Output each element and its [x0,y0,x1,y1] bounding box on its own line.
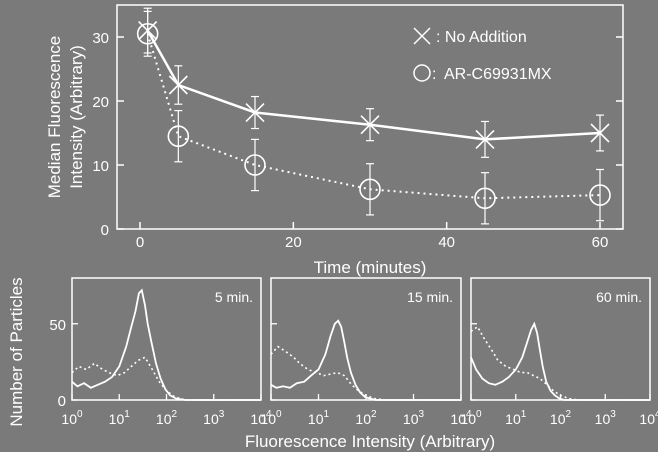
histogram-x-tick-label: 102 [156,409,178,427]
solid-histogram-line [470,321,650,401]
histogram-x-tick-label: 104 [639,409,658,427]
no-addition-point [590,123,610,143]
x-tick-label: 60 [592,234,609,251]
histogram-x-tick-label: 104 [250,409,272,427]
legend-ar-c69931mx-label: AR-C69931MX [444,66,552,83]
histogram-x-axis-label: Fluorescence Intensity (Arbitrary) [245,432,495,451]
no-addition-point [245,102,265,123]
histogram-y-tick-label: 0 [58,393,66,410]
histogram-x-tick-label: 101 [308,409,330,427]
x-tick-label: 0 [136,234,144,251]
y-tick-label: 30 [92,30,109,47]
no-addition-point [360,115,380,135]
histogram-x-tick-label: 102 [355,409,377,427]
histogram-x-tick-label: 100 [460,409,482,427]
histogram-panel-label: 5 min. [215,289,253,305]
histogram-x-tick-label: 102 [550,409,572,427]
no-addition-line [146,29,601,141]
y-tick-label: 10 [92,158,109,175]
histogram-x-tick-label: 103 [595,409,617,427]
time-course-y-axis-label-line2: Intensity (Arbitrary) [67,45,86,189]
ar-c69931mx-point [589,184,611,206]
histogram-panel-label: 60 min. [596,289,642,305]
solid-histogram-line [270,319,461,401]
dotted-histogram-line [270,345,461,401]
time-course-x-axis-label: Time (minutes) [314,258,427,277]
histogram-x-tick-label: 101 [505,409,527,427]
time-course-legend: : No Addition : AR-C69931MX [413,27,552,83]
histogram-x-tick-label: 103 [403,409,425,427]
histogram-x-tick-label: 100 [260,409,282,427]
dotted-histogram-line [470,325,650,401]
no-addition-point [168,75,188,95]
histogram-x-tick-label: 104 [450,409,472,427]
ar-c69931mx-point [244,154,266,176]
time-course-y-axis-label-line1: Median Fluorescence [45,36,64,199]
histogram-panel: 100 101 102 103 104 5 min. [61,277,272,427]
time-course-chart: Median Fluorescence Intensity (Arbitrary… [45,4,624,277]
time-course-plot-frame [116,4,624,230]
histogram-x-tick-label: 103 [203,409,225,427]
legend-x-marker-icon [413,27,431,45]
histogram-chart: Number of Particles Fluorescence Intensi… [7,277,658,451]
legend-no-addition-label: : No Addition [436,29,527,46]
ar-c69931mx-line [146,33,601,200]
no-addition-point [475,129,495,149]
dotted-histogram-line [71,356,261,401]
x-tick-label: 40 [438,234,455,251]
ar-c69931mx-point [167,125,190,147]
histogram-x-tick-label: 100 [61,409,83,427]
histogram-y-tick-label: 50 [49,317,66,334]
ar-c69931mx-point [359,178,381,201]
solid-histogram-line [71,288,261,401]
legend-colon: : [432,66,436,83]
legend-circle-marker-icon [413,64,431,82]
x-tick-label: 20 [285,234,302,251]
y-tick-label: 0 [101,222,109,239]
histogram-panel: 100 101 102 103 104 60 min. [460,277,658,427]
ar-c69931mx-point [474,187,496,210]
y-tick-label: 20 [92,94,109,111]
ar-c69931mx-point [136,22,159,45]
histogram-y-axis-label: Number of Particles [7,277,26,426]
histogram-panel: 100 101 102 103 104 15 min. [260,277,472,427]
histogram-x-tick-label: 101 [109,409,131,427]
histogram-panel-label: 15 min. [407,289,453,305]
